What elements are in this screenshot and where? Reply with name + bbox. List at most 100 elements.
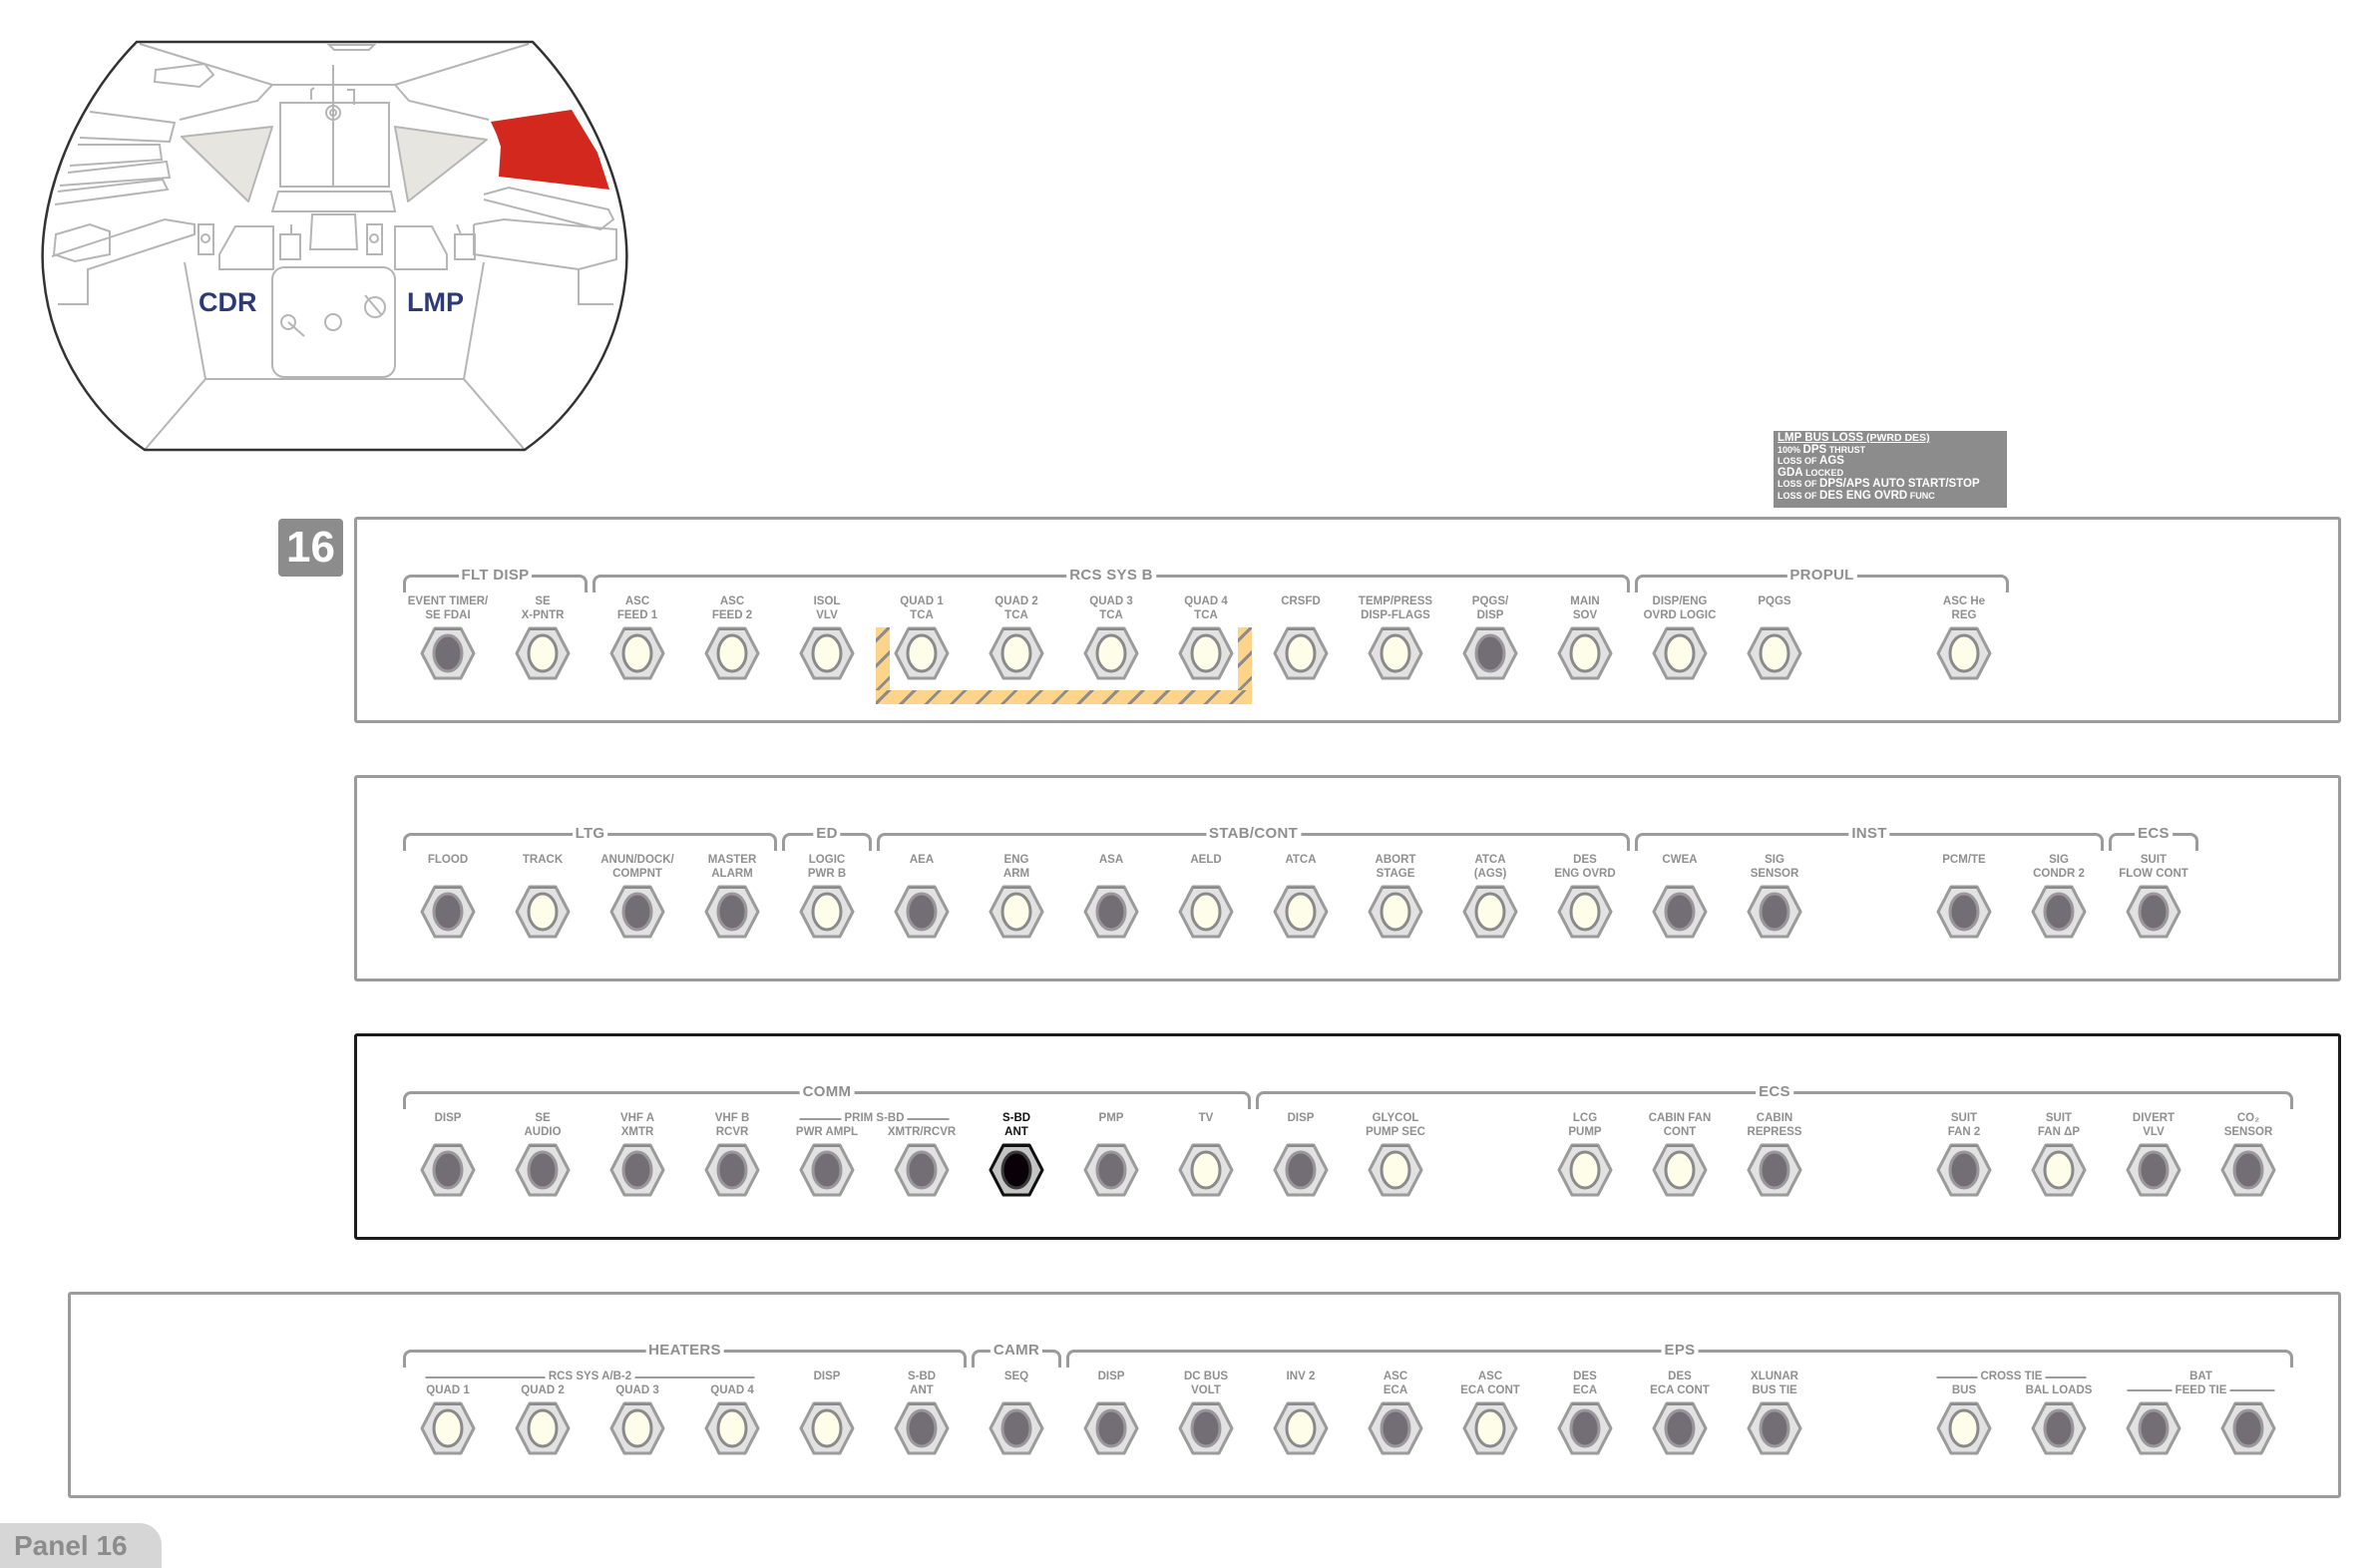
circuit-breaker-des-eng-ovrd[interactable] xyxy=(1557,884,1613,940)
circuit-breaker-suit-fan-p[interactable] xyxy=(2031,1142,2087,1198)
circuit-breaker-unlabeled[interactable] xyxy=(2126,1400,2181,1456)
circuit-breaker-logic-pwr-b[interactable] xyxy=(799,884,855,940)
breaker-label-line xyxy=(488,868,597,882)
circuit-breaker-asc-feed-1[interactable] xyxy=(609,625,665,681)
circuit-breaker-bus[interactable] xyxy=(1936,1400,1992,1456)
circuit-breaker-inv-2[interactable] xyxy=(1273,1400,1329,1456)
circuit-breaker-disp[interactable] xyxy=(799,1400,855,1456)
circuit-breaker-abort-stage[interactable] xyxy=(1368,884,1423,940)
circuit-breaker-isol-vlv[interactable] xyxy=(799,625,855,681)
breaker-label-line: ASC xyxy=(1477,1371,1503,1382)
circuit-breaker-quad-3-tca[interactable] xyxy=(1083,625,1139,681)
breaker-label: CO₂ SENSOR xyxy=(2193,1112,2303,1139)
breaker-label-line: AELD xyxy=(1190,854,1222,866)
group-title: PROPUL xyxy=(1786,568,1857,584)
circuit-breaker-pcm-te[interactable] xyxy=(1936,884,1992,940)
circuit-breaker-atca-ags[interactable] xyxy=(1462,884,1518,940)
circuit-breaker-glycol-pump-sec[interactable] xyxy=(1368,1142,1423,1198)
breaker-label-line: QUAD 1 xyxy=(900,595,944,607)
circuit-breaker-crsfd[interactable] xyxy=(1273,625,1329,681)
circuit-breaker-disp[interactable] xyxy=(1273,1142,1329,1198)
breaker-label: DES ECA xyxy=(1530,1371,1640,1397)
breaker-knob-icon xyxy=(1652,626,1708,680)
breaker-knob-icon xyxy=(1273,626,1329,680)
circuit-breaker-asc-eca-cont[interactable] xyxy=(1462,1400,1518,1456)
breaker-label-line: (AGS) xyxy=(1473,867,1507,880)
breaker-knob-icon xyxy=(989,1401,1044,1455)
circuit-breaker-atca[interactable] xyxy=(1273,884,1329,940)
circuit-breaker-disp[interactable] xyxy=(420,1142,476,1198)
breaker-knob-icon xyxy=(1178,1401,1234,1455)
circuit-breaker-sig-sensor[interactable] xyxy=(1747,884,1802,940)
breaker-label: CRSFD xyxy=(1246,595,1356,622)
breaker-knob-icon xyxy=(1178,626,1234,680)
breaker-knob-icon xyxy=(420,1143,476,1197)
circuit-breaker-track[interactable] xyxy=(515,884,571,940)
circuit-breaker-eng-arm[interactable] xyxy=(989,884,1044,940)
circuit-breaker-quad-4[interactable] xyxy=(704,1400,760,1456)
circuit-breaker-cabin-fan-cont[interactable] xyxy=(1652,1142,1708,1198)
breaker-knob-icon xyxy=(1557,1401,1613,1455)
circuit-breaker-disp-eng-ovrd-logic[interactable] xyxy=(1652,625,1708,681)
circuit-breaker-asc-eca[interactable] xyxy=(1368,1400,1423,1456)
circuit-breaker-sig-condr-2[interactable] xyxy=(2031,884,2087,940)
circuit-breaker-se-x-pntr[interactable] xyxy=(515,625,571,681)
circuit-breaker-divert-vlv[interactable] xyxy=(2126,1142,2181,1198)
circuit-breaker-quad-1-tca[interactable] xyxy=(894,625,950,681)
breaker-label: TEMP/PRESS DISP-FLAGS xyxy=(1341,595,1450,622)
circuit-breaker-pqgs-disp[interactable] xyxy=(1462,625,1518,681)
circuit-breaker-se-audio[interactable] xyxy=(515,1142,571,1198)
circuit-breaker-main-sov[interactable] xyxy=(1557,625,1613,681)
circuit-breaker-pqgs[interactable] xyxy=(1747,625,1802,681)
circuit-breaker-anun-dock-compnt[interactable] xyxy=(609,884,665,940)
circuit-breaker-bal-loads[interactable] xyxy=(2031,1400,2087,1456)
circuit-breaker-suit-flow-cont[interactable] xyxy=(2126,884,2181,940)
breaker-knob-icon xyxy=(1557,626,1613,680)
panel-tab[interactable]: Panel 16 xyxy=(0,1523,162,1568)
circuit-breaker-quad-4-tca[interactable] xyxy=(1178,625,1234,681)
breaker-label-line: CRSFD xyxy=(1281,595,1321,607)
circuit-breaker-co-sensor[interactable] xyxy=(2220,1142,2276,1198)
breaker-label: MAIN SOV xyxy=(1530,595,1640,622)
circuit-breaker-quad-3[interactable] xyxy=(609,1400,665,1456)
breaker-label: EVENT TIMER/SE FDAI xyxy=(393,595,503,622)
circuit-breaker-pwr-ampl[interactable] xyxy=(799,1142,855,1198)
circuit-breaker-disp[interactable] xyxy=(1083,1400,1139,1456)
cdr-label: CDR xyxy=(198,287,257,317)
circuit-breaker-suit-fan-2[interactable] xyxy=(1936,1142,1992,1198)
breaker-label-line: STAGE xyxy=(1376,867,1415,880)
circuit-breaker-flood[interactable] xyxy=(420,884,476,940)
circuit-breaker-xlunar-bus-tie[interactable] xyxy=(1747,1400,1802,1456)
circuit-breaker-master-alarm[interactable] xyxy=(704,884,760,940)
circuit-breaker-cwea[interactable] xyxy=(1652,884,1708,940)
circuit-breaker-asa[interactable] xyxy=(1083,884,1139,940)
circuit-breaker-quad-2[interactable] xyxy=(515,1400,571,1456)
breaker-label-line: CONT xyxy=(1663,1125,1697,1138)
breaker-knob-icon xyxy=(2220,1401,2276,1455)
circuit-breaker-des-eca-cont[interactable] xyxy=(1652,1400,1708,1456)
breaker-label-line: DISP xyxy=(434,1112,462,1124)
circuit-breaker-tv[interactable] xyxy=(1178,1142,1234,1198)
info-text: GDA xyxy=(1778,466,1803,479)
circuit-breaker-s-bd-ant[interactable] xyxy=(989,1142,1044,1198)
circuit-breaker-asc-feed-2[interactable] xyxy=(704,625,760,681)
circuit-breaker-aeld[interactable] xyxy=(1178,884,1234,940)
circuit-breaker-des-eca[interactable] xyxy=(1557,1400,1613,1456)
circuit-breaker-unlabeled[interactable] xyxy=(2220,1400,2276,1456)
circuit-breaker-lcg-pump[interactable] xyxy=(1557,1142,1613,1198)
circuit-breaker-quad-2-tca[interactable] xyxy=(989,625,1044,681)
circuit-breaker-seq[interactable] xyxy=(989,1400,1044,1456)
breaker-row-2 xyxy=(354,775,2341,981)
circuit-breaker-pmp[interactable] xyxy=(1083,1142,1139,1198)
circuit-breaker-dc-bus-volt[interactable] xyxy=(1178,1400,1234,1456)
circuit-breaker-temp-press-disp-flags[interactable] xyxy=(1368,625,1423,681)
circuit-breaker-event-timer-se-fdai[interactable] xyxy=(420,625,476,681)
circuit-breaker-aea[interactable] xyxy=(894,884,950,940)
circuit-breaker-cabin-repress[interactable] xyxy=(1747,1142,1802,1198)
circuit-breaker-xmtr-rcvr[interactable] xyxy=(894,1142,950,1198)
circuit-breaker-asc-he-reg[interactable] xyxy=(1936,625,1992,681)
circuit-breaker-quad-1[interactable] xyxy=(420,1400,476,1456)
circuit-breaker-vhf-b-rcvr[interactable] xyxy=(704,1142,760,1198)
circuit-breaker-s-bd-ant[interactable] xyxy=(894,1400,950,1456)
circuit-breaker-vhf-a-xmtr[interactable] xyxy=(609,1142,665,1198)
